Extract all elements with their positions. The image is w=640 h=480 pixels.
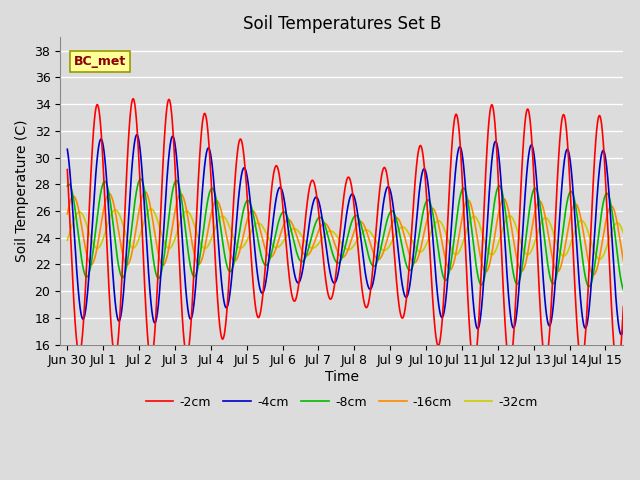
X-axis label: Time: Time	[324, 370, 359, 384]
Y-axis label: Soil Temperature (C): Soil Temperature (C)	[15, 120, 29, 262]
Title: Soil Temperatures Set B: Soil Temperatures Set B	[243, 15, 441, 33]
Legend: -2cm, -4cm, -8cm, -16cm, -32cm: -2cm, -4cm, -8cm, -16cm, -32cm	[141, 391, 543, 414]
Text: BC_met: BC_met	[74, 55, 127, 68]
